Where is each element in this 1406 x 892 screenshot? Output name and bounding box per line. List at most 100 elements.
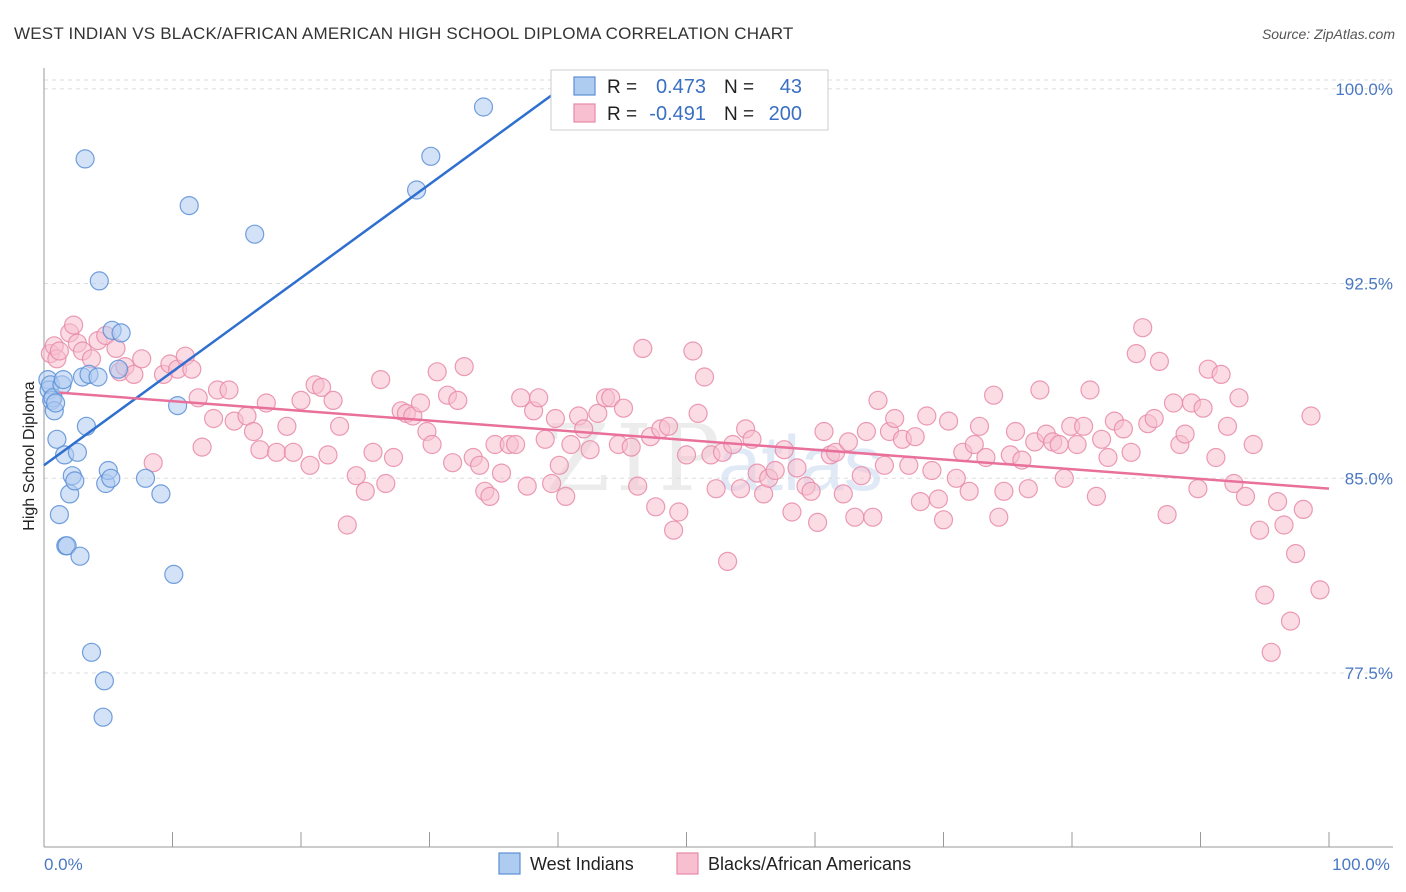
point-blacks-32 <box>267 442 287 462</box>
stats-legend-box <box>550 69 829 131</box>
point-blacks-24 <box>204 408 224 429</box>
point-blacks-132 <box>905 427 925 447</box>
point-west-indians-25 <box>89 271 109 291</box>
legend-swatch-west-indians <box>498 852 521 875</box>
point-west-indians-17 <box>67 442 88 462</box>
y-tick-label-0: 100.0% <box>1335 80 1393 99</box>
point-blacks-46 <box>371 370 391 390</box>
point-blacks-181 <box>1206 447 1226 468</box>
axes <box>43 68 1393 848</box>
point-blacks-172 <box>1149 351 1170 371</box>
point-west-indians-35 <box>151 484 171 504</box>
point-blacks-173 <box>1157 504 1177 525</box>
point-west-indians-24 <box>88 367 108 387</box>
point-west-indians-8 <box>49 504 70 525</box>
point-blacks-47 <box>376 473 396 494</box>
point-blacks-116 <box>807 512 828 533</box>
point-blacks-81 <box>588 403 608 423</box>
series-legend: West Indians Blacks/African Americans <box>498 852 911 875</box>
point-west-indians-36 <box>164 564 184 585</box>
point-blacks-16 <box>143 453 163 473</box>
point-blacks-34 <box>283 442 303 462</box>
point-west-indians-40 <box>407 180 427 200</box>
point-blacks-55 <box>427 362 447 382</box>
point-blacks-141 <box>959 481 979 501</box>
point-west-indians-37 <box>168 396 188 416</box>
point-blacks-100 <box>706 479 726 499</box>
point-blacks-193 <box>1280 611 1301 631</box>
point-blacks-147 <box>994 481 1014 501</box>
point-blacks-185 <box>1229 388 1249 408</box>
point-blacks-23 <box>192 437 212 457</box>
point-west-indians-10 <box>53 370 73 390</box>
point-blacks-159 <box>1067 434 1087 455</box>
point-blacks-72 <box>535 429 555 449</box>
point-blacks-77 <box>561 434 581 455</box>
point-blacks-135 <box>922 460 942 481</box>
point-blacks-121 <box>838 432 859 452</box>
point-blacks-138 <box>938 411 959 431</box>
point-blacks-80 <box>580 440 600 460</box>
point-blacks-174 <box>1163 393 1184 413</box>
point-blacks-113 <box>787 458 807 478</box>
point-blacks-145 <box>983 385 1004 405</box>
point-blacks-117 <box>814 421 834 442</box>
point-blacks-48 <box>383 447 404 468</box>
point-blacks-88 <box>633 338 653 358</box>
point-blacks-21 <box>182 359 202 379</box>
x-tick-labels: 0.0% 100.0% <box>43 832 1390 874</box>
chart-title: WEST INDIAN VS BLACK/AFRICAN AMERICAN HI… <box>14 24 794 43</box>
point-blacks-45 <box>363 442 383 462</box>
point-blacks-190 <box>1261 642 1281 662</box>
point-west-indians-22 <box>81 642 102 662</box>
point-blacks-178 <box>1188 479 1208 499</box>
point-blacks-39 <box>318 445 338 465</box>
point-west-indians-13 <box>57 536 77 556</box>
point-blacks-63 <box>480 486 500 506</box>
stats-n-value-1: 43 <box>780 76 802 98</box>
point-blacks-120 <box>833 484 853 504</box>
point-blacks-149 <box>1005 421 1026 442</box>
point-blacks-146 <box>989 507 1009 527</box>
point-blacks-58 <box>448 390 468 410</box>
point-blacks-168 <box>1126 344 1146 364</box>
point-blacks-33 <box>277 416 297 436</box>
point-blacks-86 <box>621 437 641 457</box>
legend-label-west-indians: West Indians <box>530 854 634 874</box>
point-blacks-197 <box>1310 580 1330 600</box>
point-blacks-76 <box>556 486 576 506</box>
point-blacks-182 <box>1211 364 1231 384</box>
point-blacks-5 <box>63 315 84 335</box>
point-west-indians-33 <box>111 323 131 343</box>
point-blacks-79 <box>574 419 594 439</box>
point-blacks-26 <box>219 380 239 400</box>
point-west-indians-20 <box>76 416 97 436</box>
point-blacks-54 <box>422 434 442 455</box>
point-blacks-83 <box>601 388 621 408</box>
point-blacks-52 <box>410 393 431 413</box>
stats-r-value-1: 0.473 <box>656 76 706 98</box>
point-blacks-93 <box>663 520 684 540</box>
point-blacks-176 <box>1175 424 1195 444</box>
point-blacks-157 <box>1054 468 1074 488</box>
point-blacks-85 <box>613 398 634 418</box>
point-blacks-40 <box>323 390 343 410</box>
point-west-indians-7 <box>47 429 67 449</box>
point-west-indians-23 <box>75 149 95 169</box>
grid-lines <box>44 79 1393 674</box>
point-blacks-69 <box>517 476 537 496</box>
point-blacks-167 <box>1121 442 1141 462</box>
point-blacks-188 <box>1249 520 1270 540</box>
point-blacks-179 <box>1193 398 1213 418</box>
trend-lines <box>43 87 1330 490</box>
point-blacks-94 <box>669 502 689 522</box>
point-blacks-183 <box>1217 416 1238 436</box>
point-blacks-133 <box>910 492 931 512</box>
point-blacks-134 <box>917 406 937 426</box>
point-blacks-41 <box>330 416 350 436</box>
point-west-indians-16 <box>65 471 85 491</box>
stats-legend-swatch-blue <box>573 76 596 96</box>
point-blacks-42 <box>337 515 357 535</box>
point-west-indians-41 <box>421 146 441 166</box>
point-blacks-184 <box>1224 473 1244 494</box>
